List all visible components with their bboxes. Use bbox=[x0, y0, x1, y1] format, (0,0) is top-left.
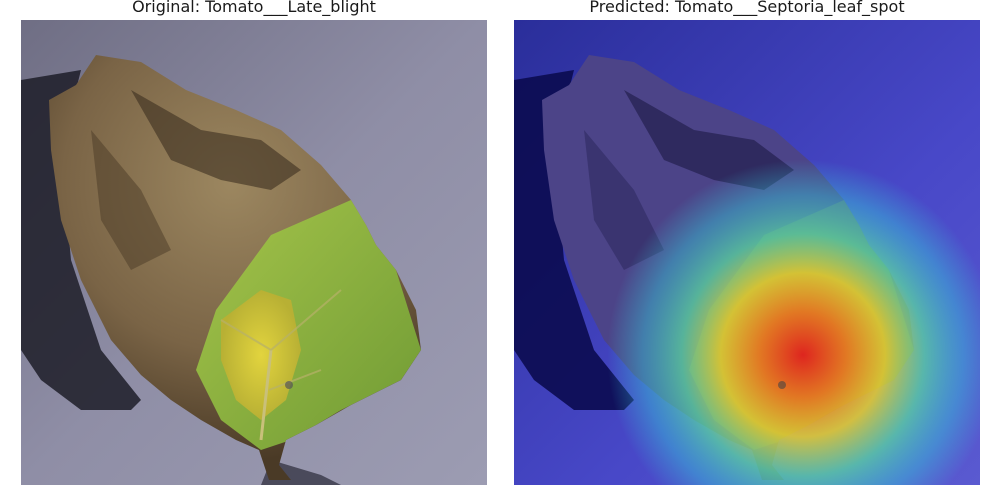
predicted-heatmap-panel bbox=[514, 20, 980, 485]
right-panel-title: Predicted: Tomato___Septoria_leaf_spot bbox=[589, 0, 905, 16]
gradcam-overlay-image bbox=[514, 20, 980, 485]
left-panel-title: Original: Tomato___Late_blight bbox=[132, 0, 376, 16]
original-image-panel bbox=[21, 20, 487, 485]
original-leaf-photo bbox=[21, 20, 487, 485]
